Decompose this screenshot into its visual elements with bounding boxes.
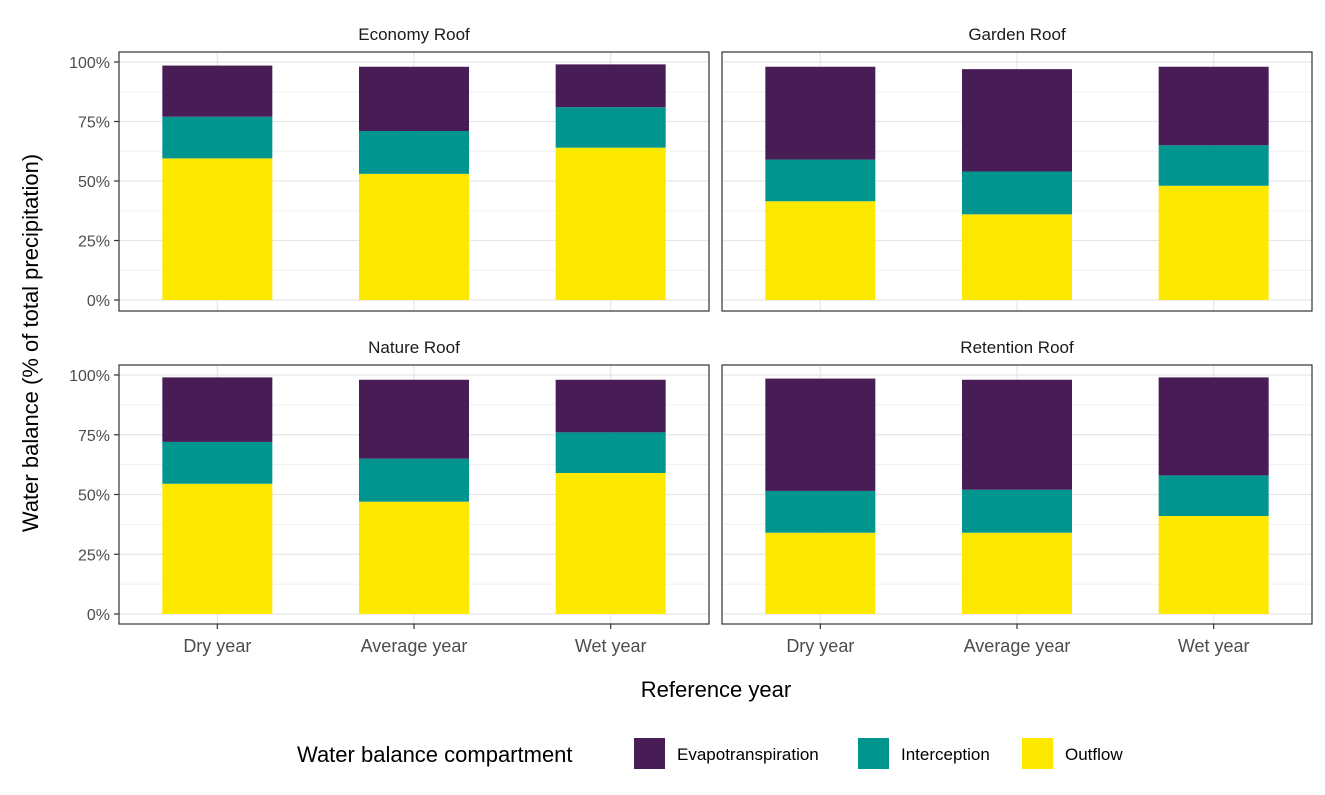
bar-retention-roof-wet-year-interception	[1158, 475, 1269, 517]
legend: Water balance compartment Evapotranspira…	[297, 738, 1123, 769]
bar-garden-roof-wet-year-interception	[1158, 145, 1269, 186]
legend-swatch-outflow	[1022, 738, 1053, 769]
y-tick-label: 100%	[69, 368, 110, 385]
bar-garden-roof-average-year-interception	[962, 171, 1072, 215]
bar-retention-roof-dry-year-outflow	[765, 532, 876, 614]
y-tick-label: 50%	[78, 488, 110, 505]
y-axis-title: Water balance (% of total precipitation)	[18, 154, 43, 532]
bar-retention-roof-average-year-outflow	[962, 532, 1072, 614]
y-tick-label: 75%	[78, 115, 110, 132]
bar-nature-roof-dry-year-evapotranspiration	[162, 377, 273, 442]
y-tick-label: 100%	[69, 55, 110, 72]
panel-garden-roof: Garden Roof	[721, 25, 1313, 312]
bar-garden-roof-average-year-outflow	[962, 214, 1072, 300]
legend-swatch-interception	[858, 738, 889, 769]
legend-title: Water balance compartment	[297, 742, 573, 767]
y-tick-label: 50%	[78, 174, 110, 191]
bar-nature-roof-average-year-interception	[359, 458, 469, 502]
panel-retention-roof: Retention Roof Dry year Average year Wet ye…	[721, 338, 1313, 656]
y-tick-label: 25%	[78, 547, 110, 564]
facet-title-nature-roof: Nature Roof	[368, 338, 460, 357]
y-tick-label: 0%	[87, 293, 110, 310]
bar-nature-roof-dry-year-outflow	[162, 483, 273, 614]
bar-nature-roof-wet-year-interception	[555, 432, 666, 473]
bar-economy-roof-wet-year-interception	[555, 107, 666, 148]
legend-label-evapotranspiration: Evapotranspiration	[677, 745, 819, 764]
y-tick-label: 75%	[78, 428, 110, 445]
y-tick-label: 0%	[87, 607, 110, 624]
facet-title-retention-roof: Retention Roof	[960, 338, 1074, 357]
x-tick-label: Average year	[361, 636, 468, 656]
bar-nature-roof-average-year-outflow	[359, 501, 469, 614]
bar-garden-roof-dry-year-evapotranspiration	[765, 66, 876, 160]
bar-garden-roof-wet-year-evapotranspiration	[1158, 66, 1269, 146]
x-tick-label: Average year	[964, 636, 1071, 656]
bar-garden-roof-wet-year-outflow	[1158, 185, 1269, 300]
bar-nature-roof-wet-year-outflow	[555, 472, 666, 614]
facet-title-garden-roof: Garden Roof	[968, 25, 1066, 44]
bar-nature-roof-dry-year-interception	[162, 441, 273, 484]
legend-label-interception: Interception	[901, 745, 990, 764]
panel-economy-roof: Economy Roof 0% 25% 50% 75% 100%	[69, 25, 710, 312]
x-tick-label: Dry year	[183, 636, 251, 656]
x-tick-label: Wet year	[1178, 636, 1250, 656]
bar-retention-roof-average-year-interception	[962, 489, 1072, 533]
panel-nature-roof: Nature Roof 0% 25% 50% 75% 100% Dry year Averag…	[69, 338, 710, 656]
bar-garden-roof-dry-year-outflow	[765, 201, 876, 300]
facet-title-economy-roof: Economy Roof	[358, 25, 470, 44]
bar-economy-roof-wet-year-outflow	[555, 147, 666, 300]
y-tick-label: 25%	[78, 234, 110, 251]
x-axis-title: Reference year	[641, 677, 791, 702]
x-tick-label: Wet year	[575, 636, 647, 656]
legend-swatch-evapotranspiration	[634, 738, 665, 769]
legend-label-outflow: Outflow	[1065, 745, 1123, 764]
bar-nature-roof-wet-year-evapotranspiration	[555, 379, 666, 433]
bar-retention-roof-wet-year-outflow	[1158, 516, 1269, 614]
bar-retention-roof-dry-year-interception	[765, 490, 876, 533]
bar-economy-roof-dry-year-outflow	[162, 158, 273, 300]
bar-economy-roof-average-year-evapotranspiration	[359, 66, 469, 132]
bar-retention-roof-average-year-evapotranspiration	[962, 379, 1072, 490]
bar-retention-roof-wet-year-evapotranspiration	[1158, 377, 1269, 476]
x-tick-label: Dry year	[786, 636, 854, 656]
bar-economy-roof-average-year-outflow	[359, 173, 469, 300]
panel-border	[721, 51, 1313, 312]
bar-nature-roof-average-year-evapotranspiration	[359, 379, 469, 459]
bar-economy-roof-dry-year-evapotranspiration	[162, 65, 273, 117]
bar-economy-roof-dry-year-interception	[162, 116, 273, 159]
bar-garden-roof-dry-year-interception	[765, 159, 876, 202]
bar-retention-roof-dry-year-evapotranspiration	[765, 378, 876, 491]
bar-garden-roof-average-year-evapotranspiration	[962, 69, 1072, 172]
legend-items: Evapotranspiration Interception Outflow	[634, 738, 1123, 769]
bar-economy-roof-wet-year-evapotranspiration	[555, 64, 666, 108]
facet-panels: Economy Roof 0% 25% 50% 75% 100% Garden Roof Na…	[69, 25, 1313, 656]
bar-economy-roof-average-year-interception	[359, 131, 469, 174]
